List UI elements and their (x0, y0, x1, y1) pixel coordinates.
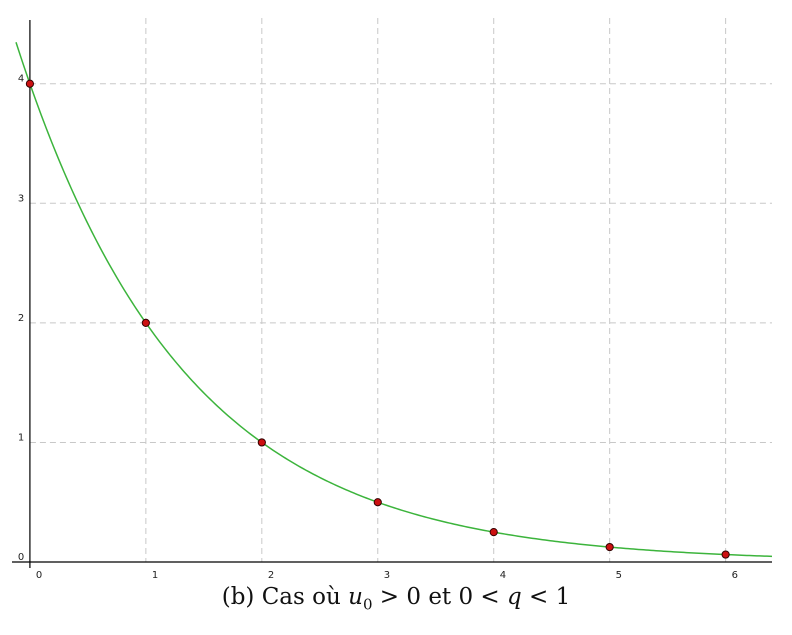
x-tick-label-5: 5 (616, 570, 622, 580)
data-points (25, 79, 730, 559)
y-tick-label-1: 1 (18, 432, 24, 443)
data-point-2 (257, 438, 266, 447)
data-point-5 (605, 542, 614, 552)
data-point-3 (373, 498, 382, 507)
x-tick-label-4: 4 (500, 570, 506, 580)
x-tick-label-3: 3 (384, 570, 390, 580)
caption-middle: > 0 et 0 < (372, 584, 508, 610)
exponential-curve (15, 42, 773, 558)
grid-lines (29, 18, 772, 563)
x-tick-label-2: 2 (268, 570, 274, 580)
data-point-1 (141, 318, 150, 327)
y-tick-label-2: 2 (18, 313, 24, 324)
caption-var-q: q (507, 584, 522, 610)
tick-labels: 0 1 2 3 4 5 6 0 1 2 3 4 (18, 74, 738, 580)
caption-prefix: (b) Cas où (221, 584, 349, 610)
x-tick-label-0: 0 (36, 570, 42, 580)
data-point-0 (25, 79, 35, 88)
y-tick-label-4: 4 (18, 74, 24, 85)
caption-suffix: < 1 (521, 584, 571, 610)
figure-caption: (b) Cas où u0 > 0 et 0 < q < 1 (0, 584, 792, 614)
caption-var-u: u (348, 584, 363, 610)
y-tick-label-0: 0 (18, 552, 24, 563)
x-tick-label-6: 6 (732, 570, 738, 580)
caption-subscript: 0 (362, 595, 373, 614)
y-tick-label-3: 3 (18, 193, 24, 204)
chart-plot: 0 1 2 3 4 5 6 0 1 2 3 4 (12, 18, 773, 580)
data-point-4 (489, 528, 498, 537)
data-point-6 (721, 550, 730, 559)
x-tick-label-1: 1 (152, 570, 158, 580)
axes (12, 20, 772, 568)
